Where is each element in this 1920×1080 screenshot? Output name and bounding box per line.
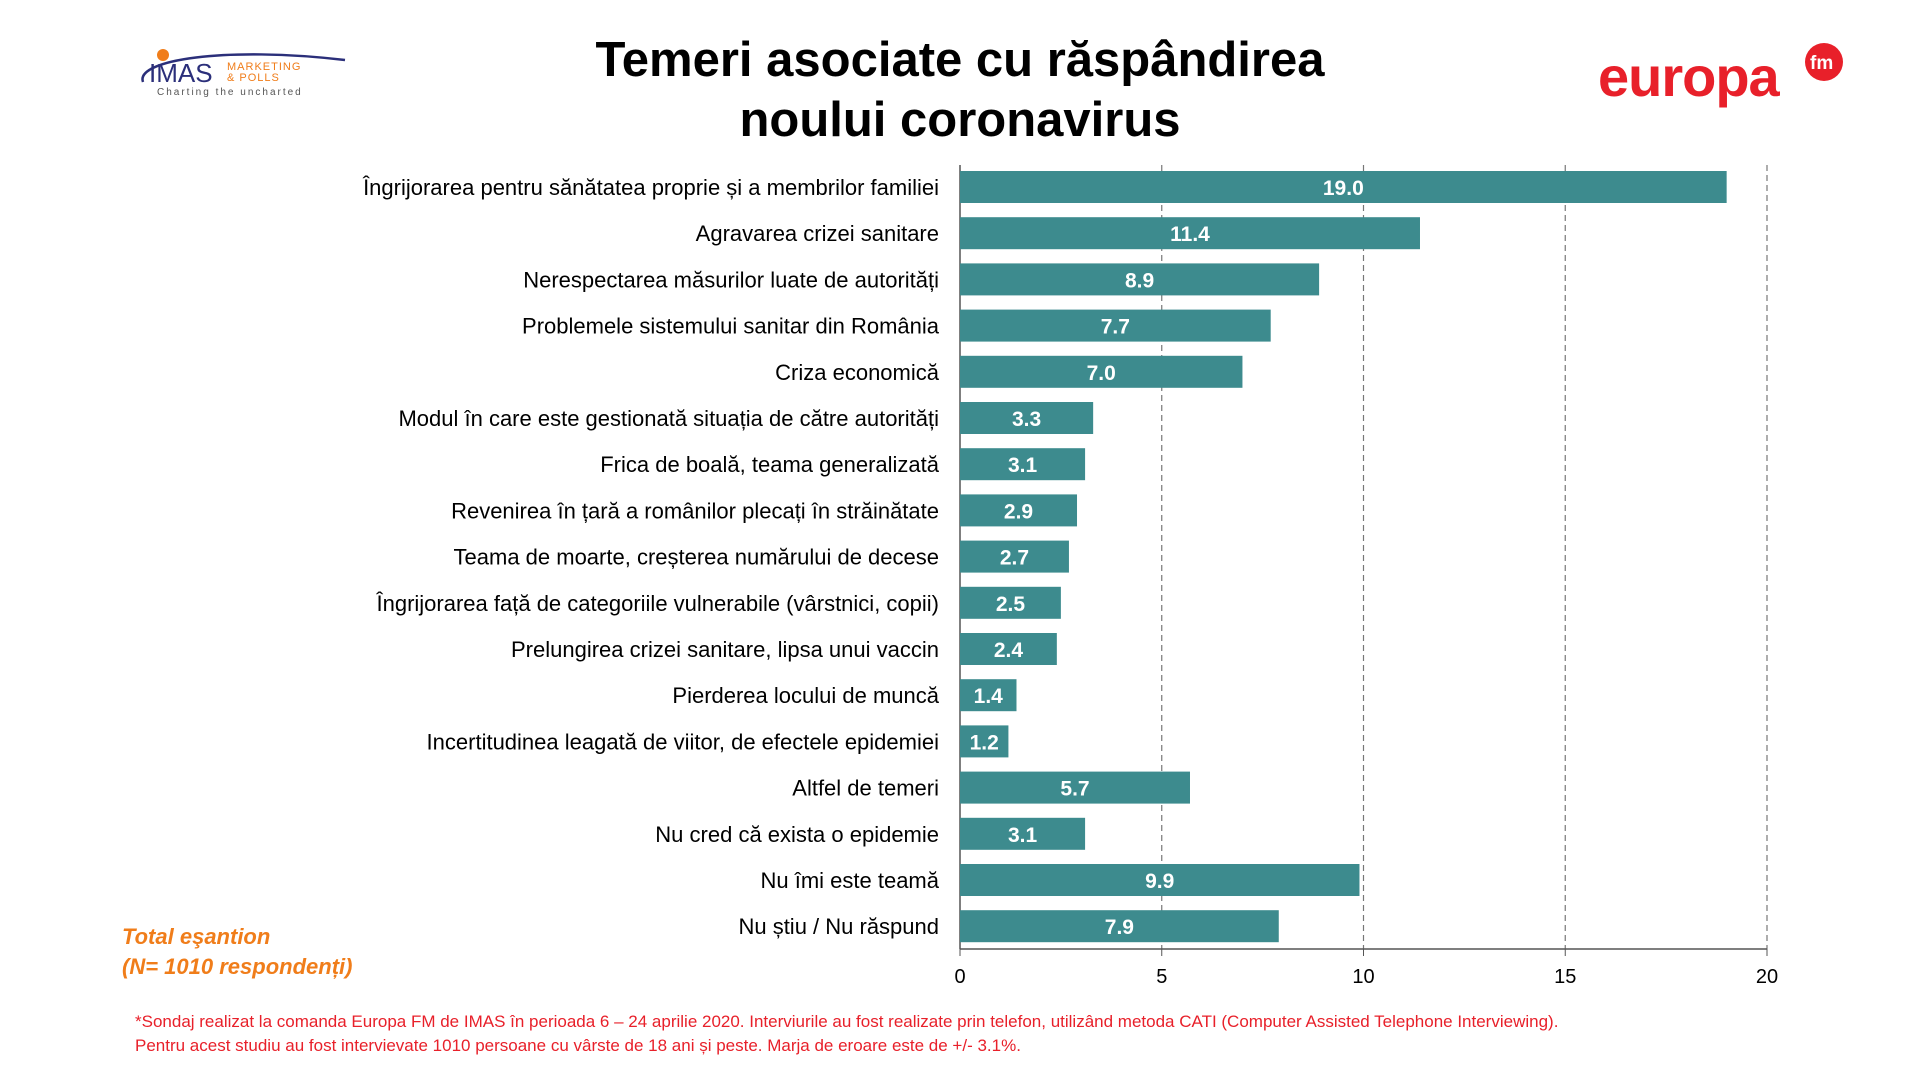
category-label: Nerespectarea măsurilor luate de autorit… bbox=[523, 267, 939, 292]
data-label: 9.9 bbox=[1145, 870, 1174, 893]
data-label: 2.4 bbox=[994, 639, 1024, 662]
data-label: 7.7 bbox=[1101, 316, 1130, 339]
data-label: 3.1 bbox=[1008, 454, 1038, 477]
bar bbox=[960, 817, 1086, 850]
x-tick-label: 20 bbox=[1756, 966, 1778, 988]
svg-text:Charting the uncharted: Charting the uncharted bbox=[157, 87, 303, 98]
bar bbox=[960, 309, 1271, 342]
category-label: Prelungirea crizei sanitare, lipsa unui … bbox=[511, 637, 939, 662]
category-label: Revenirea în țară a românilor plecați în… bbox=[451, 498, 939, 523]
data-label: 5.7 bbox=[1060, 778, 1089, 801]
category-label: Îngrijorarea față de categoriile vulnera… bbox=[376, 591, 940, 616]
x-tick-label: 5 bbox=[1156, 966, 1167, 988]
category-label: Nu cred că exista o epidemie bbox=[655, 822, 939, 847]
data-label: 2.5 bbox=[996, 593, 1026, 616]
data-label: 19.0 bbox=[1323, 177, 1364, 200]
data-label: 11.4 bbox=[1170, 223, 1210, 246]
europa-fm-logo: europa fm bbox=[1598, 43, 1843, 108]
category-label: Modul în care este gestionată situația d… bbox=[398, 406, 939, 431]
bar bbox=[960, 494, 1078, 527]
data-label: 3.1 bbox=[1008, 824, 1038, 847]
bar bbox=[960, 910, 1279, 943]
svg-text:IMAS: IMAS bbox=[149, 58, 213, 88]
data-label: 7.9 bbox=[1105, 916, 1134, 939]
bar bbox=[960, 402, 1094, 434]
category-label: Altfel de temeri bbox=[792, 776, 939, 801]
sample-size-note: Total eşantion (N= 1010 respondenți) bbox=[122, 924, 353, 979]
bar bbox=[960, 217, 1420, 250]
category-label: Nu știu / Nu răspund bbox=[738, 914, 939, 939]
bar bbox=[960, 448, 1086, 481]
imas-logo: IMAS MARKETING & POLLS Charting the unch… bbox=[141, 49, 346, 98]
category-label: Nu îmi este teamă bbox=[760, 868, 939, 893]
bar bbox=[960, 586, 1061, 619]
category-label: Îngrijorarea pentru sănătatea proprie și… bbox=[362, 175, 939, 200]
category-label: Frica de boală, teama generalizată bbox=[600, 452, 940, 477]
bar bbox=[960, 263, 1320, 296]
data-label: 8.9 bbox=[1125, 269, 1154, 292]
category-label: Pierderea locului de muncă bbox=[672, 683, 939, 708]
chart-title: Temeri asociate cu răspândirea noului co… bbox=[595, 33, 1325, 147]
bar bbox=[960, 171, 1727, 203]
category-label: Teama de moarte, creșterea numărului de … bbox=[454, 545, 939, 570]
bar bbox=[960, 864, 1360, 896]
data-label: 3.3 bbox=[1012, 408, 1041, 431]
bar bbox=[960, 679, 1017, 712]
category-label: Problemele sistemului sanitar din Români… bbox=[522, 314, 940, 339]
bar bbox=[960, 355, 1243, 388]
data-label: 7.0 bbox=[1087, 362, 1116, 385]
bar bbox=[960, 633, 1057, 665]
svg-text:MARKETING: MARKETING bbox=[227, 61, 301, 73]
footnote: *Sondaj realizat la comanda Europa FM de… bbox=[135, 1012, 1559, 1055]
category-label: Incertitudinea leagată de viitor, de efe… bbox=[427, 729, 939, 754]
svg-text:fm: fm bbox=[1810, 53, 1833, 74]
data-label: 1.4 bbox=[974, 685, 1004, 708]
data-label: 1.2 bbox=[970, 731, 999, 754]
bar bbox=[960, 725, 1009, 758]
svg-text:& POLLS: & POLLS bbox=[227, 72, 280, 84]
bar bbox=[960, 540, 1069, 573]
data-label: 2.7 bbox=[1000, 547, 1029, 570]
data-label: 2.9 bbox=[1004, 500, 1033, 523]
category-label: Criza economică bbox=[775, 360, 940, 385]
x-tick-label: 10 bbox=[1352, 966, 1374, 988]
bar bbox=[960, 771, 1190, 804]
category-label: Agravarea crizei sanitare bbox=[696, 221, 939, 246]
x-tick-label: 0 bbox=[954, 966, 965, 988]
svg-text:europa: europa bbox=[1598, 45, 1781, 108]
x-tick-label: 15 bbox=[1554, 966, 1576, 988]
